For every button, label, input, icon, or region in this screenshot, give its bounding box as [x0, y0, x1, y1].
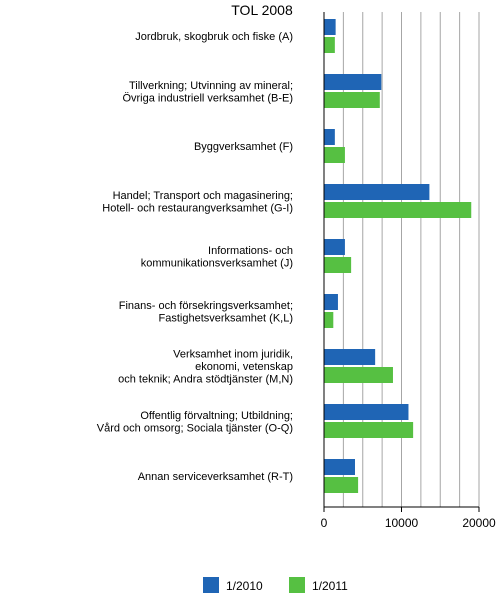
bar-1-2011 — [324, 477, 359, 493]
category-label: Hotell- och restaurangverksamhet (G-I) — [102, 202, 293, 214]
x-tick-label: 20000 — [462, 516, 496, 530]
bar-1-2010 — [324, 459, 355, 475]
category-label: Övriga industriell verksamhet (B-E) — [122, 92, 293, 104]
bar-1-2010 — [324, 404, 409, 420]
category-label: Byggverksamhet (F) — [194, 141, 293, 153]
bar-1-2011 — [324, 367, 393, 383]
category-label: Tillverkning; Utvinning av mineral; — [129, 80, 293, 92]
category-label: Handel; Transport och magasinering; — [113, 190, 293, 202]
bar-1-2011 — [324, 147, 345, 163]
bar-1-2010 — [324, 129, 335, 145]
bar-1-2010 — [324, 239, 345, 255]
category-labels: Jordbruk, skogbruk och fiske (A) Tillverk… — [97, 31, 293, 483]
bar-1-2010 — [324, 294, 338, 310]
x-tick-label: 0 — [321, 516, 328, 530]
legend-swatch — [289, 577, 305, 593]
category-label: Informations- och — [208, 245, 293, 257]
legend-label: 1/2010 — [226, 579, 263, 593]
bar-1-2011 — [324, 37, 335, 53]
category-label: ekonomi, vetenskap — [195, 361, 293, 373]
bar-1-2011 — [324, 312, 334, 328]
category-label: och teknik; Andra stödtjänster (M,N) — [118, 374, 293, 386]
category-label: Vård och omsorg; Sociala tjänster (O-Q) — [97, 422, 293, 434]
x-tick-label: 10000 — [385, 516, 419, 530]
category-label: Jordbruk, skogbruk och fiske (A) — [135, 31, 293, 43]
bar-1-2010 — [324, 19, 336, 35]
bar-1-2011 — [324, 92, 380, 108]
category-label: Annan serviceverksamhet (R-T) — [138, 471, 293, 483]
bar-1-2010 — [324, 74, 382, 90]
legend: 1/2010 1/2011 — [203, 577, 348, 593]
bar-1-2011 — [324, 202, 472, 218]
bars — [324, 19, 472, 493]
legend-label: 1/2011 — [312, 579, 348, 593]
bar-1-2011 — [324, 257, 352, 273]
bar-1-2010 — [324, 184, 430, 200]
bar-1-2010 — [324, 349, 376, 365]
category-label: kommunikationsverksamhet (J) — [141, 257, 293, 269]
bar-1-2011 — [324, 422, 414, 438]
category-label: Finans- och försekringsverksamhet; — [119, 300, 293, 312]
category-label: Offentlig förvaltning; Utbildning; — [140, 410, 293, 422]
category-label: Verksamhet inom juridik, — [173, 349, 293, 361]
chart-title: TOL 2008 — [231, 2, 293, 18]
x-axis-ticks: 0 10000 20000 — [321, 507, 496, 530]
category-label: Fastighetsverksamhet (K,L) — [159, 312, 294, 324]
legend-swatch — [203, 577, 219, 593]
